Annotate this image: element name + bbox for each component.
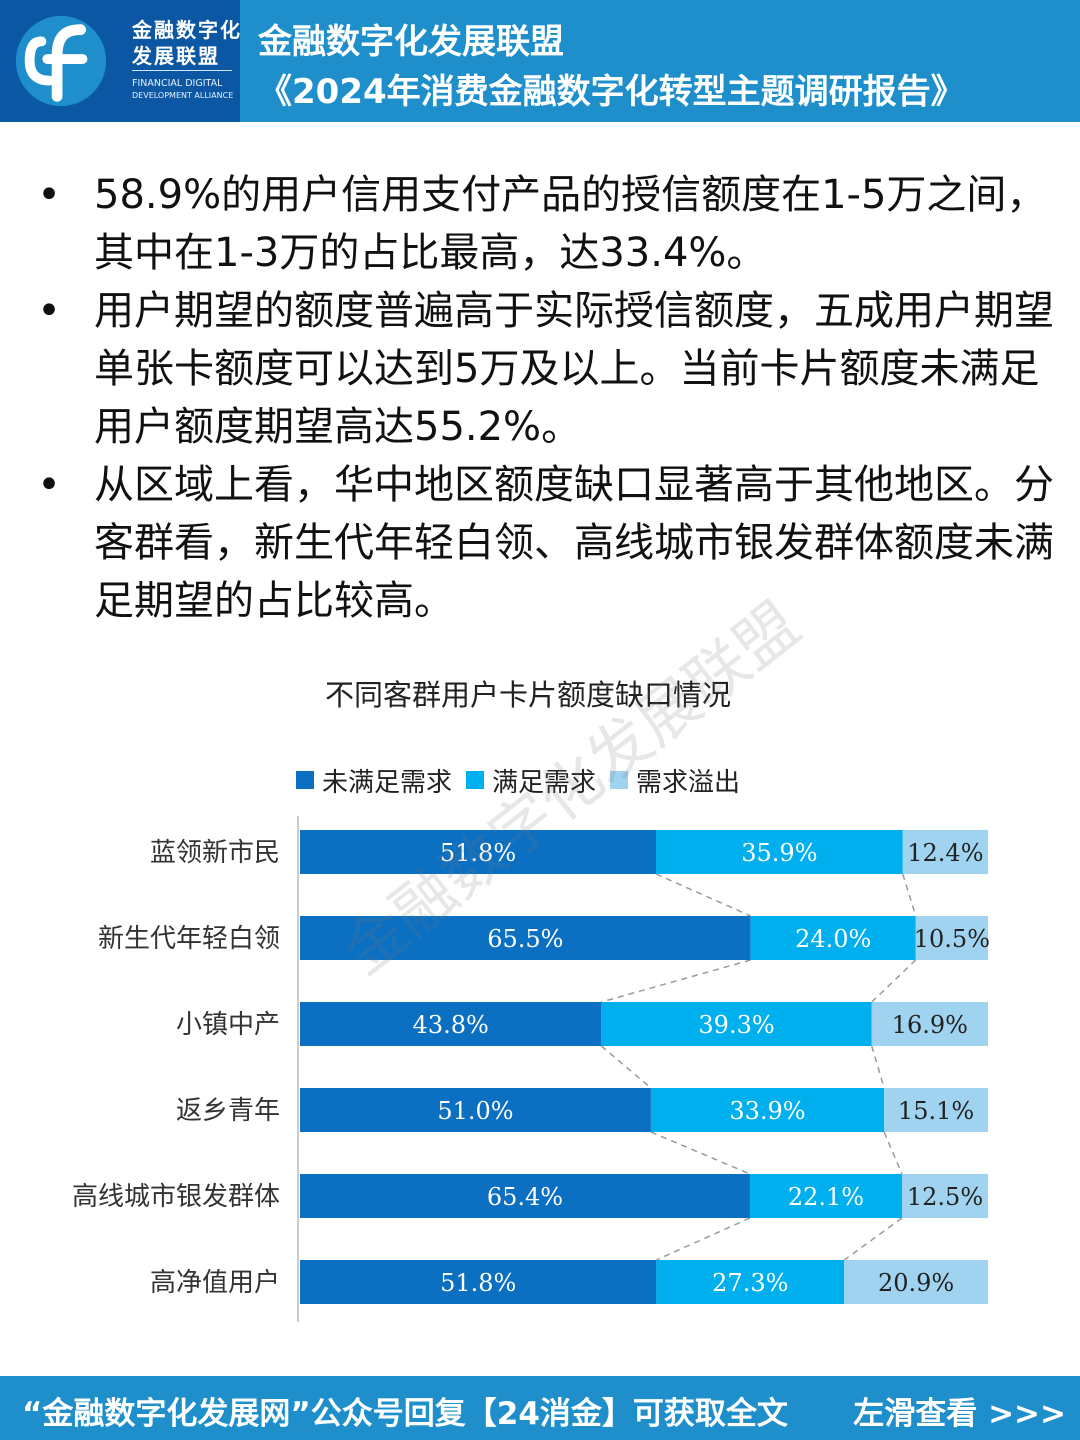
category-label: 返乡青年 — [176, 1096, 280, 1126]
bullet-dot: • — [37, 288, 61, 334]
footer-text: “金融数字化发展网”公众号回复【24消金】可获取全文 — [22, 1396, 788, 1432]
bullet-list: • 58.9%的用户信用支付产品的授信额度在1-5万之间，其中在1-3万的占比最… — [34, 166, 1064, 630]
stacked-bar-chart: 蓝领新市民 51.8% 35.9% 12.4% 新生代年轻白领 65.5% 24.0% 10.… — [72, 816, 990, 1322]
data-label: 43.8% — [413, 1011, 489, 1039]
legend-swatch — [466, 771, 485, 789]
data-label: 12.4% — [907, 839, 983, 867]
data-label: 12.5% — [907, 1183, 983, 1211]
data-label: 15.1% — [898, 1097, 974, 1125]
bar-segment — [902, 830, 988, 874]
series-connector-line — [883, 1131, 903, 1175]
bar-segment — [601, 1002, 872, 1046]
header-bar: 金融数字化 发展联盟 FINANCIAL DIGITAL DEVELOPMENT… — [0, 0, 1080, 122]
category-label: 小镇中产 — [176, 1010, 280, 1040]
bar-segment — [844, 1260, 988, 1304]
bar-segment — [656, 1260, 845, 1304]
data-label: 65.4% — [487, 1183, 563, 1211]
bar-segment — [300, 1002, 602, 1046]
bar-segment — [300, 916, 751, 960]
bullet-text: 从区域上看，华中地区额度缺口显著高于其他地区。分客群看，新生代年轻白领、高线城市… — [94, 462, 1054, 624]
bullet-dot: • — [37, 172, 61, 218]
legend-swatch — [296, 771, 314, 789]
data-label: 24.0% — [795, 925, 871, 953]
bar-segment — [300, 830, 657, 874]
series-connector-line — [601, 959, 751, 1003]
data-label: 10.5% — [914, 925, 990, 953]
data-label: 20.9% — [878, 1269, 954, 1297]
bar-segment — [871, 1002, 988, 1046]
series-connector-line — [600, 1045, 652, 1089]
bullet-item: • 用户期望的额度普遍高于实际授信额度，五成用户期望单张卡额度可以达到5万及以上… — [34, 282, 1064, 456]
data-label: 51.8% — [440, 1269, 516, 1297]
bar-segment — [300, 1088, 651, 1132]
legend-item: 满足需求 — [466, 762, 596, 799]
category-label: 蓝领新市民 — [150, 838, 280, 868]
bar-segment — [656, 830, 903, 874]
chart-title: 不同客群用户卡片额度缺口情况 — [324, 678, 731, 712]
data-label: 22.1% — [788, 1183, 864, 1211]
data-label: 27.3% — [712, 1269, 788, 1297]
legend-label: 未满足需求 — [322, 767, 453, 798]
series-connector-line — [871, 959, 917, 1003]
swipe-hint[interactable]: 左滑查看 >>> — [853, 1396, 1066, 1432]
logo-cn-line2: 发展联盟 — [132, 44, 220, 68]
bullet-item: • 58.9%的用户信用支付产品的授信额度在1-5万之间，其中在1-3万的占比最… — [34, 166, 1064, 282]
chart-legend: 未满足需求 满足需求 需求溢出 — [296, 762, 754, 799]
bullet-item: • 从区域上看，华中地区额度缺口显著高于其他地区。分客群看，新生代年轻白领、高线… — [34, 456, 1064, 630]
bar-segment — [749, 1174, 902, 1218]
footer-bar: “金融数字化发展网”公众号回复【24消金】可获取全文 左滑查看 >>> — [0, 1376, 1080, 1440]
logo-divider — [132, 70, 232, 71]
logo: 金融数字化 发展联盟 FINANCIAL DIGITAL DEVELOPMENT… — [0, 0, 240, 122]
legend-label: 需求溢出 — [636, 767, 741, 798]
data-label: 33.9% — [729, 1097, 805, 1125]
logo-en-line1: FINANCIAL DIGITAL — [132, 78, 223, 89]
data-label: 51.0% — [437, 1097, 513, 1125]
data-label: 39.3% — [698, 1011, 774, 1039]
series-connector-line — [843, 1217, 903, 1261]
series-connector-line — [655, 873, 751, 917]
data-label: 65.5% — [487, 925, 563, 953]
series-connector-line — [650, 1131, 751, 1175]
category-label: 高线城市银发群体 — [72, 1182, 280, 1212]
logo-en-line2: DEVELOPMENT ALLIANCE — [132, 91, 234, 100]
bullet-text: 58.9%的用户信用支付产品的授信额度在1-5万之间，其中在1-3万的占比最高，… — [94, 172, 1047, 276]
data-label: 51.8% — [440, 839, 516, 867]
legend-item: 需求溢出 — [610, 762, 740, 799]
legend-label: 满足需求 — [492, 767, 597, 798]
data-label: 16.9% — [892, 1011, 968, 1039]
bar-segment — [915, 916, 988, 960]
bar-segment — [750, 916, 916, 960]
header-title: 金融数字化发展联盟 — [258, 22, 564, 62]
alliance-logo-icon — [15, 15, 107, 107]
bar-segment — [650, 1088, 885, 1132]
logo-cn-line1: 金融数字化 — [132, 18, 242, 42]
bar-segment — [902, 1174, 988, 1218]
category-label: 新生代年轻白领 — [98, 924, 280, 954]
bullet-text: 用户期望的额度普遍高于实际授信额度，五成用户期望单张卡额度可以达到5万及以上。当… — [94, 288, 1054, 450]
legend-swatch — [610, 771, 629, 789]
series-connector-line — [656, 1217, 751, 1261]
bar-segment — [884, 1088, 988, 1132]
category-label: 高净值用户 — [150, 1268, 280, 1298]
bar-segment — [300, 1260, 657, 1304]
header-subtitle: 《2024年消费金融数字化转型主题调研报告》 — [258, 72, 965, 112]
legend-item: 未满足需求 — [296, 762, 452, 799]
series-connector-line — [871, 1045, 885, 1089]
bar-segment — [300, 1174, 750, 1218]
bullet-dot: • — [37, 462, 61, 508]
series-connector-line — [902, 873, 917, 917]
data-label: 35.9% — [741, 839, 817, 867]
